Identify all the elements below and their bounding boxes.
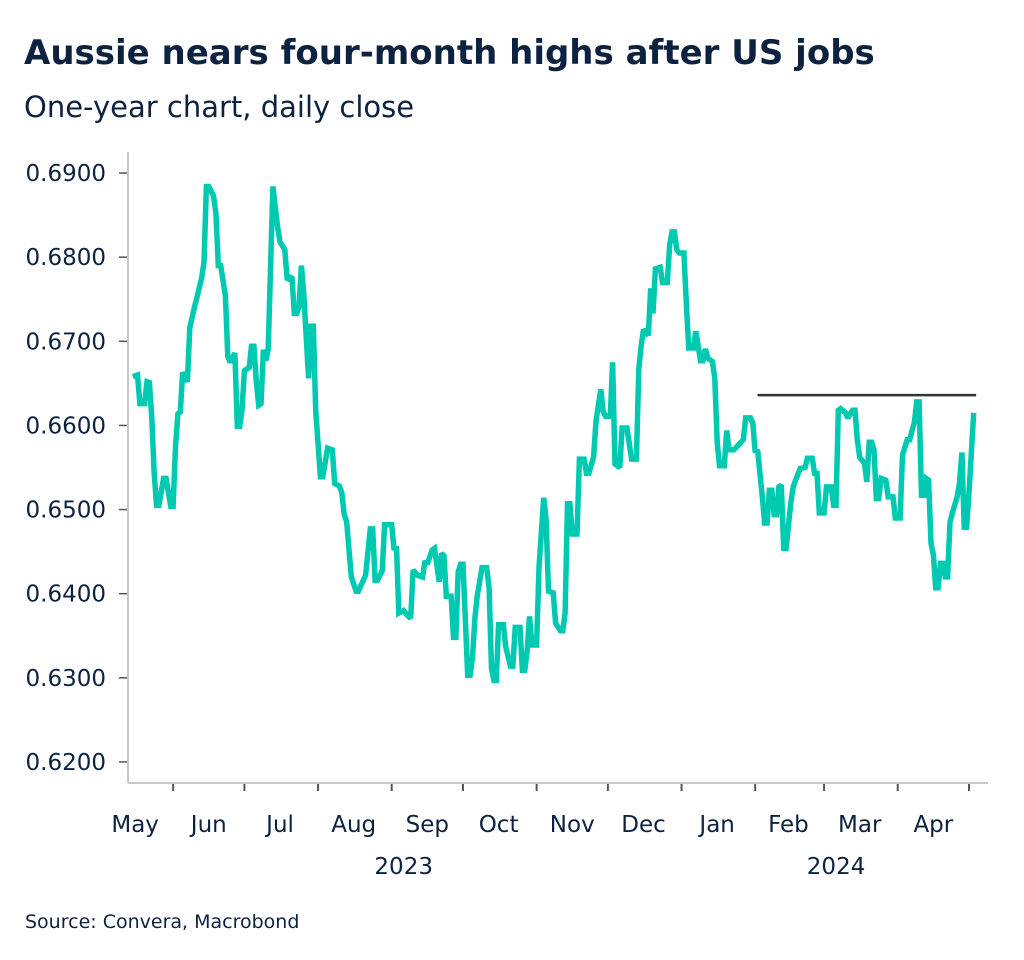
y-tick-label: 0.6500 (26, 498, 106, 524)
series-line (131, 183, 977, 684)
x-tick-label: Feb (768, 812, 809, 838)
y-tick-label: 0.6900 (26, 161, 106, 187)
year-label: 2023 (374, 854, 433, 880)
x-tick-label: Oct (479, 812, 519, 838)
x-tick-label: May (111, 812, 159, 838)
x-tick-label: Apr (913, 812, 953, 838)
x-tick-label: Aug (331, 812, 376, 838)
year-label: 2024 (807, 854, 866, 880)
x-tick-label: Jul (264, 812, 294, 838)
x-tick-label: Mar (838, 812, 882, 838)
x-tick-label: Dec (621, 812, 666, 838)
y-tick-label: 0.6300 (26, 666, 106, 692)
axes: 0.6900 0.6800 0.6700 0.6600 0.6500 0.6400 0.63… (26, 152, 988, 880)
x-tick-label: Jan (697, 812, 734, 838)
y-tick-label: 0.6800 (26, 245, 106, 271)
chart-subtitle: One-year chart, daily close (24, 90, 414, 124)
x-tick-label: Nov (550, 812, 595, 838)
x-tick-label: Sep (406, 812, 449, 838)
y-tick-label: 0.6600 (26, 413, 106, 439)
chart-title: Aussie nears four-month highs after US j… (24, 33, 875, 73)
source-note: Source: Convera, Macrobond (25, 911, 299, 933)
y-tick-label: 0.6400 (26, 582, 106, 608)
plot-area (131, 183, 977, 684)
y-tick-label: 0.6700 (26, 329, 106, 355)
x-tick-label: Jun (189, 812, 227, 838)
y-tick-label: 0.6200 (26, 750, 106, 776)
